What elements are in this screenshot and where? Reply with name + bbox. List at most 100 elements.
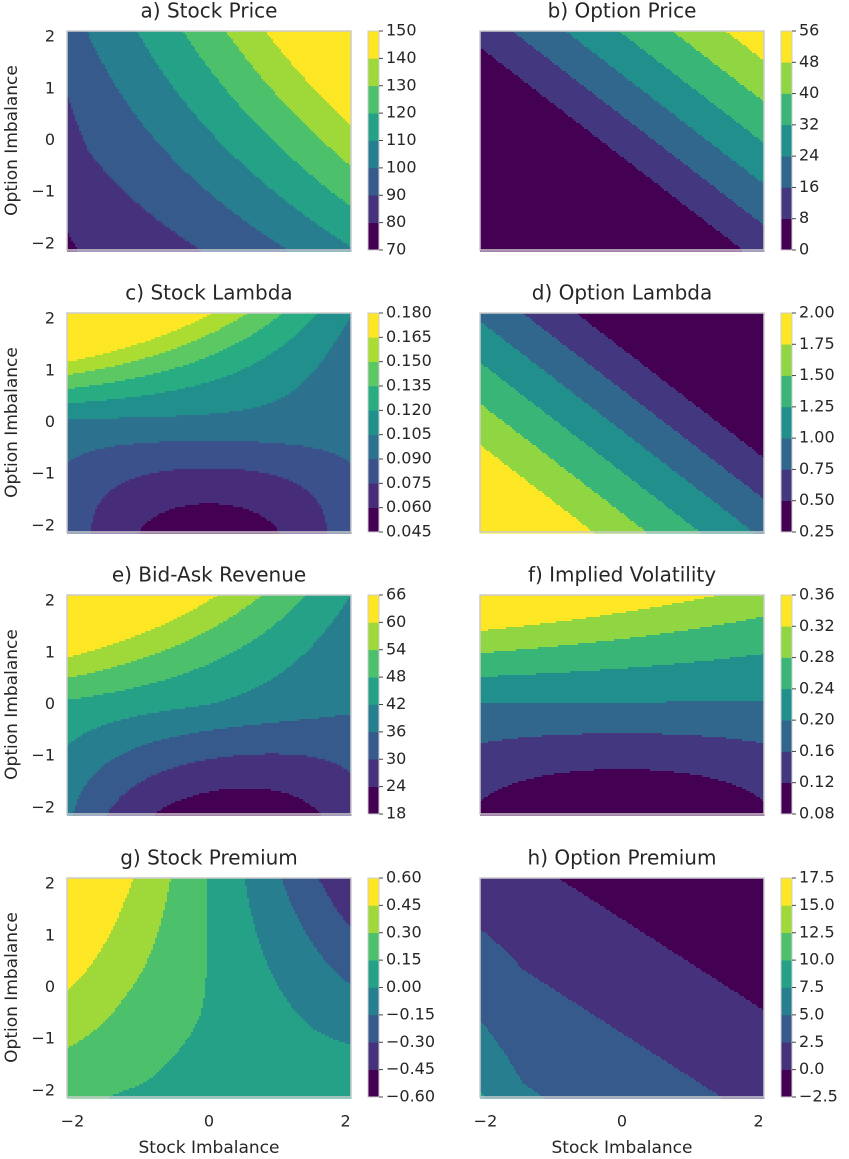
contour-band [67, 980, 78, 983]
contour-band [646, 449, 701, 452]
contour-band [333, 343, 352, 346]
contour-band [67, 387, 76, 390]
contour-band [480, 755, 765, 758]
contour-band [227, 727, 352, 730]
contour-band [724, 467, 765, 470]
contour-band [566, 996, 745, 999]
contour-band [337, 111, 352, 114]
contour-band [339, 335, 352, 338]
contour-band [321, 635, 352, 638]
contour-band [748, 129, 765, 132]
contour-band [207, 902, 250, 905]
contour-band [480, 47, 535, 50]
contour-band [309, 217, 352, 220]
contour-band [674, 631, 765, 634]
contour-band [646, 489, 699, 492]
contour-band [480, 683, 765, 686]
contour-band [255, 227, 324, 230]
contour-band [207, 904, 250, 907]
contour-band [205, 665, 292, 668]
contour-band [335, 970, 352, 973]
contour-band [682, 435, 737, 438]
contour-band [337, 910, 352, 913]
contour-band [317, 757, 352, 760]
contour-band [702, 135, 755, 138]
contour-band [572, 1000, 751, 1003]
contour-band [488, 934, 647, 937]
contour-band [678, 75, 731, 78]
contour-band [285, 151, 336, 154]
contour-band [329, 351, 352, 354]
contour-band [67, 499, 102, 502]
contour-band [67, 753, 124, 756]
contour-band [712, 625, 765, 628]
contour-band [716, 1092, 765, 1095]
contour-band [622, 115, 677, 118]
contour-band [127, 894, 168, 897]
contour-band [193, 1030, 318, 1033]
contour-band [67, 948, 102, 951]
contour-band [301, 655, 352, 658]
contour-band [177, 163, 244, 166]
contour-band [67, 609, 194, 612]
contour-band [480, 643, 579, 646]
contour-band [694, 129, 749, 132]
contour-band [664, 189, 719, 192]
contour-band [67, 481, 126, 484]
contour-band [87, 651, 162, 654]
colorbar-band [368, 58, 379, 87]
contour-band [161, 69, 212, 72]
contour-band [253, 916, 298, 919]
contour-band [207, 914, 252, 917]
contour-band [488, 795, 757, 798]
contour-band [269, 323, 308, 326]
contour-band [578, 81, 633, 84]
contour-band [498, 675, 765, 678]
contour-band [337, 237, 352, 240]
contour-band [67, 1002, 122, 1005]
contour-band [89, 1034, 192, 1037]
contour-band [480, 892, 583, 895]
contour-band [67, 343, 138, 346]
contour-band [480, 771, 571, 774]
contour-band [259, 685, 352, 688]
contour-band [307, 755, 352, 758]
contour-band [207, 968, 270, 971]
contour-band [558, 645, 765, 648]
contour-band [67, 741, 72, 744]
contour-band [480, 97, 547, 100]
contour-band [207, 942, 260, 945]
contour-band [494, 651, 765, 654]
contour-band [67, 958, 96, 961]
contour-band [325, 890, 352, 893]
contour-band [628, 667, 765, 670]
contour-band [73, 984, 134, 987]
contour-band [480, 383, 509, 386]
contour-band [205, 986, 280, 989]
contour-band [87, 781, 142, 784]
contour-band [67, 347, 126, 350]
contour-band [67, 127, 80, 130]
contour-band [598, 97, 653, 100]
contour-band [574, 37, 629, 40]
contour-band [480, 902, 599, 905]
contour-band [213, 597, 260, 600]
contour-band [89, 385, 196, 388]
contour-band [231, 37, 272, 40]
contour-band [185, 505, 234, 508]
contour-band [650, 177, 703, 180]
contour-band [480, 1040, 497, 1043]
contour-band [67, 940, 108, 943]
contour-band [67, 647, 102, 650]
contour-band [480, 33, 517, 36]
contour-band [480, 75, 519, 78]
contour-band [67, 986, 72, 989]
contour-band [606, 143, 659, 146]
contour-band [347, 321, 352, 324]
contour-band [207, 944, 262, 947]
contour-band [626, 391, 679, 394]
contour-band [600, 139, 655, 142]
contour-band [219, 329, 260, 332]
contour-band [486, 407, 541, 410]
